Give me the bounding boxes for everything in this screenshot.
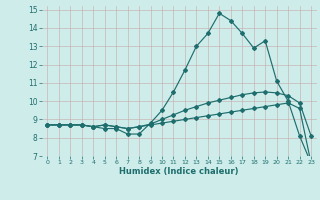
X-axis label: Humidex (Indice chaleur): Humidex (Indice chaleur) xyxy=(119,167,239,176)
